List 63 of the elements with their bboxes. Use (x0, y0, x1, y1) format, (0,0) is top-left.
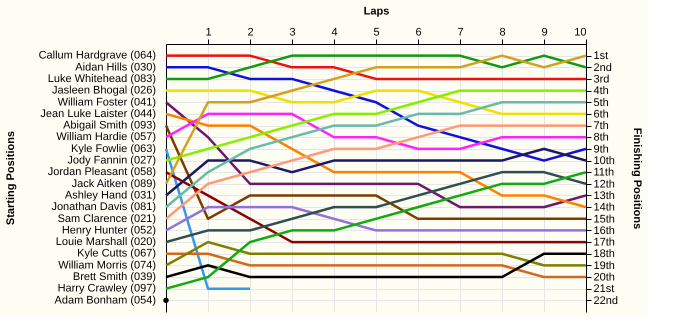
x-tick-label: 5 (373, 26, 380, 38)
x-tick-label: 7 (457, 26, 464, 38)
series-label: Aidan Hills (030) (75, 61, 156, 74)
series-label: Jody Fannin (027) (67, 154, 156, 167)
y-tick-label: 4th (594, 85, 609, 98)
y-tick-label: 13th (594, 190, 615, 202)
y-tick-label: 9th (594, 143, 609, 156)
series-label: Kyle Fowlie (063) (71, 142, 156, 155)
y-tick-label: 18th (594, 248, 615, 260)
y-tick-label: 10th (594, 155, 615, 168)
series-label: William Morris (074) (58, 259, 156, 272)
series-label: Brett Smith (039) (72, 271, 156, 284)
y-tick-label: 8th (594, 132, 609, 144)
series-label: Ashley Hand (031) (64, 189, 156, 202)
y-tick-label: 2nd (594, 62, 612, 74)
x-tick-label: 3 (289, 26, 296, 38)
y-tick-label: 14th (594, 202, 615, 214)
line-series (164, 170, 588, 244)
series-label: Kyle Cutts (067) (77, 248, 156, 260)
series-label: Luke Whitehead (083) (48, 72, 156, 85)
line-series (164, 148, 588, 197)
series-label: Jonathan Davis (081) (51, 201, 156, 214)
series-label: Callum Hardgrave (064) (38, 50, 156, 62)
x-tick-label: 6 (415, 26, 422, 38)
y-tick-label: 3rd (594, 73, 610, 86)
y-tick-label: 20th (594, 272, 615, 284)
line-series (164, 89, 588, 162)
series-label: Louie Marshall (020) (56, 236, 156, 248)
series-label: Abigail Smith (093) (63, 120, 156, 132)
text: Starting Positions (5, 130, 17, 226)
y-tick-label: 21st (594, 283, 614, 296)
series-label: Sam Clarence (021) (58, 212, 156, 225)
y-tick-label: 19th (594, 260, 615, 272)
y-tick-label: 11th (594, 166, 614, 179)
series-label: Jean Luke Laister (044) (40, 108, 156, 120)
y-tick-label: 16th (594, 224, 615, 237)
x-tick-label: 1 (205, 26, 212, 38)
series-label: Adam Bonham (054) (54, 294, 156, 306)
series-label: Henry Hunter (052) (62, 224, 156, 236)
line-series (164, 170, 588, 290)
y-tick-label: 5th (594, 96, 609, 109)
x-tick-label: 9 (541, 26, 548, 38)
y-axis-title: Finishing Positions (630, 128, 643, 230)
line-series (164, 66, 588, 162)
y-tick-label: 15th (594, 213, 615, 226)
y-tick-label: 6th (594, 108, 609, 120)
y-tick-label: 22nd (594, 294, 618, 307)
series-label: Harry Crawley (097) (58, 282, 156, 295)
x-tick-label: 10 (574, 26, 586, 38)
x-tick-label: 4 (331, 26, 338, 38)
series-label: Jasleen Bhogal (026) (52, 84, 156, 97)
y-tick-label: 7th (594, 120, 609, 132)
series-label: Jack Aitken (089) (72, 178, 156, 190)
series-label: William Hardie (057) (56, 131, 156, 144)
series-label: Jordan Pleasant (058) (48, 166, 156, 178)
x-tick-label: 8 (499, 26, 506, 38)
line-series (164, 54, 588, 186)
x-axis-title: Laps (364, 6, 390, 18)
y-tick-label: 17th (594, 236, 615, 249)
y-tick-label: 1st (594, 50, 608, 62)
series-label: William Foster (041) (58, 96, 156, 108)
x-tick-label: 2 (247, 26, 254, 38)
y-tick-label: 12th (594, 178, 615, 190)
